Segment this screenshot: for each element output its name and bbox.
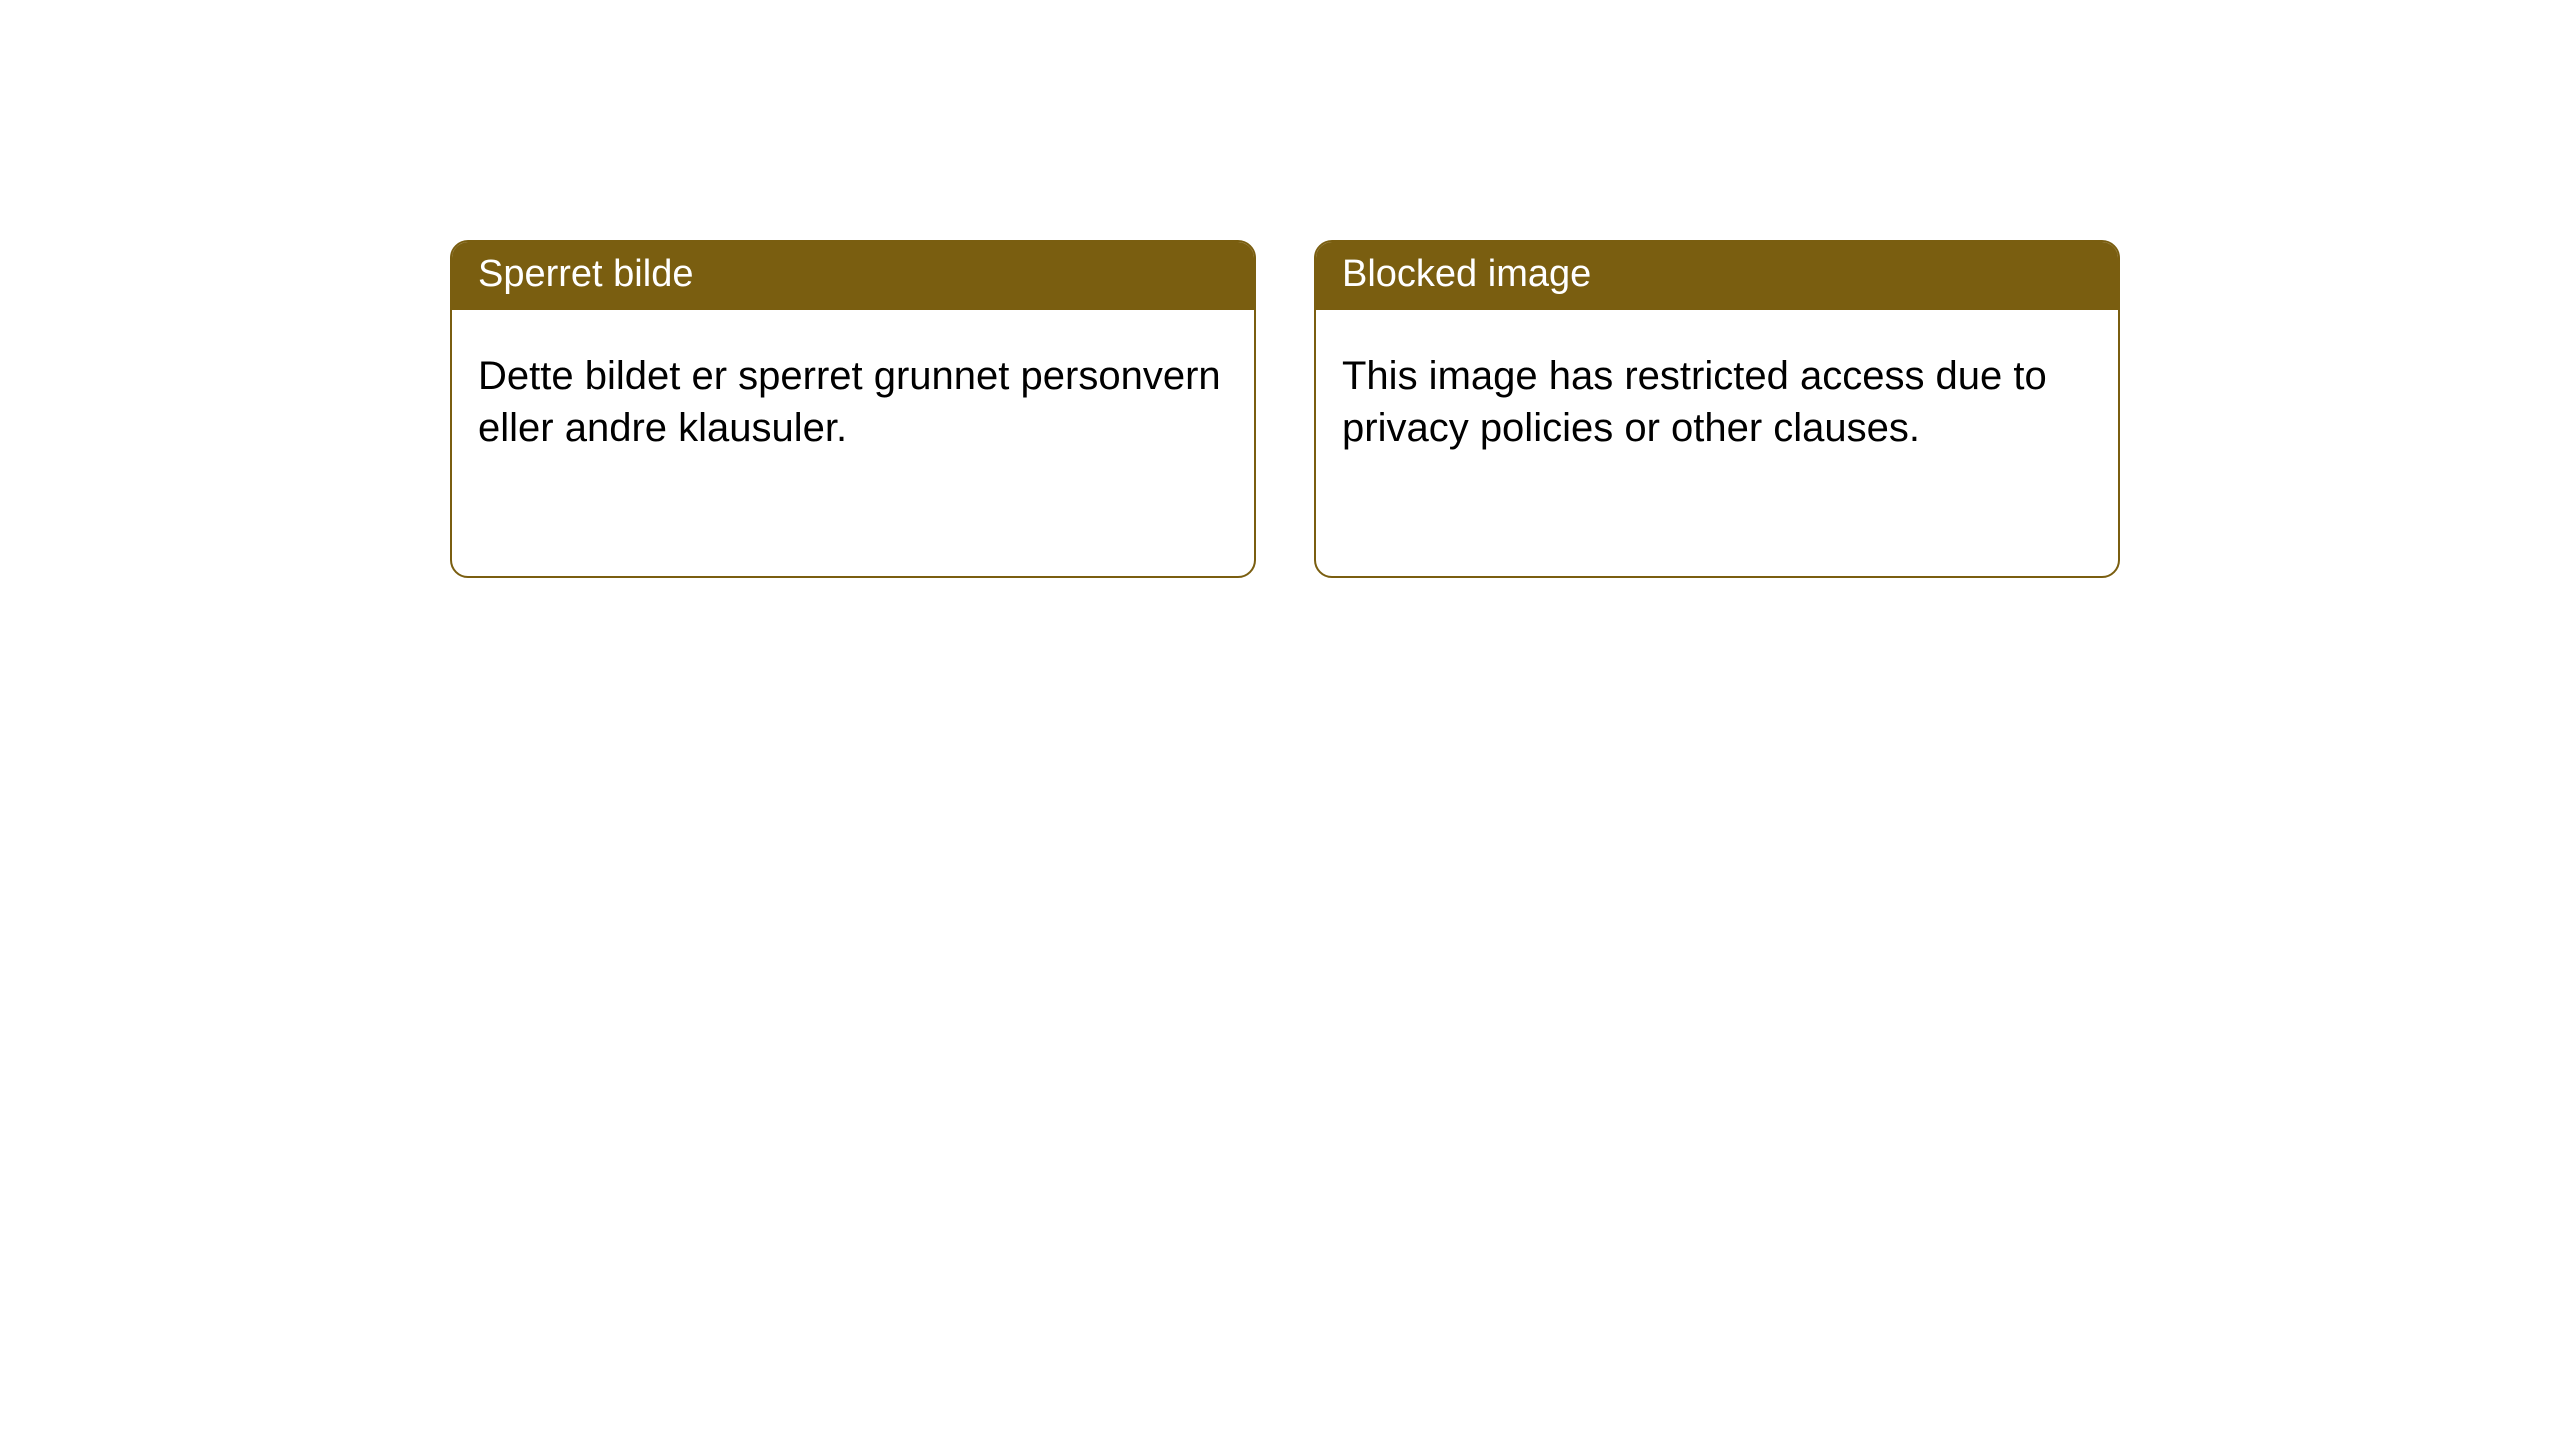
notice-body: This image has restricted access due to … <box>1316 310 2118 480</box>
notice-cards-container: Sperret bilde Dette bildet er sperret gr… <box>450 240 2560 578</box>
notice-card-norwegian: Sperret bilde Dette bildet er sperret gr… <box>450 240 1256 578</box>
notice-header: Sperret bilde <box>452 242 1254 310</box>
notice-header: Blocked image <box>1316 242 2118 310</box>
notice-card-english: Blocked image This image has restricted … <box>1314 240 2120 578</box>
notice-body: Dette bildet er sperret grunnet personve… <box>452 310 1254 480</box>
